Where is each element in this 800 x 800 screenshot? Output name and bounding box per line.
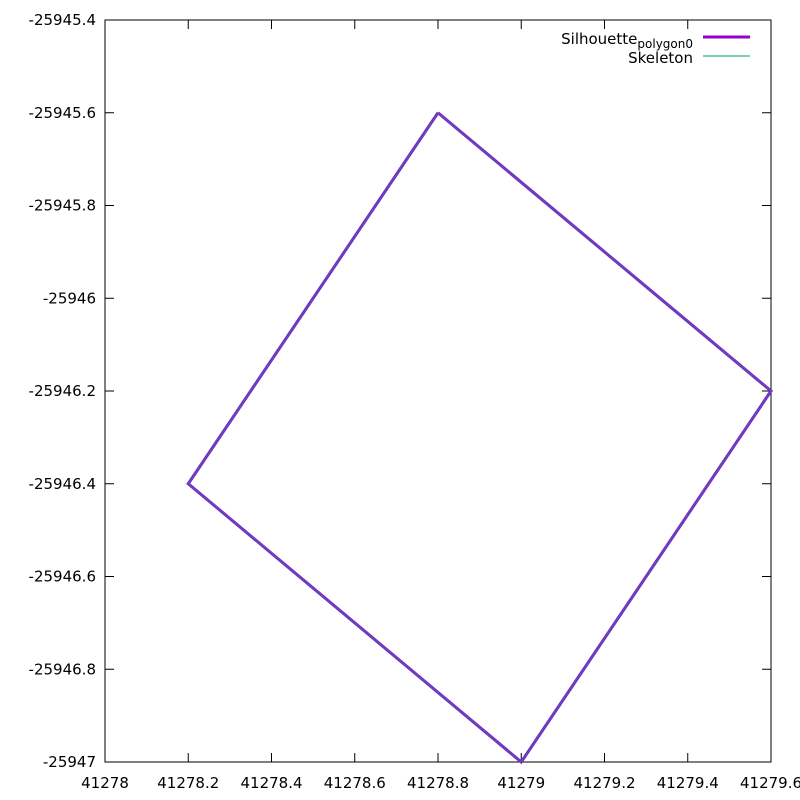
x-tick-label: 41278 [81,774,129,792]
y-tick-label: -25945.6 [29,104,96,122]
legend-label-skeleton: Skeleton [628,49,693,67]
legend-subscript-silhouette: polygon0 [637,37,693,51]
x-tick-label: 41279.4 [657,774,719,792]
series-layer [186,111,773,765]
y-tick-label: -25945.8 [29,197,96,215]
x-tick-label: 41278.8 [407,774,469,792]
x-axis: 41278 41278.2 41278.4 41278.6 41278.8 41279 41… [81,20,800,792]
y-tick-label: -25946.2 [29,382,96,400]
x-tick-label: 41279.2 [573,774,635,792]
x-tick-label: 41279 [497,774,545,792]
x-tick-label: 41278.2 [157,774,219,792]
plot-frame [104,19,772,763]
y-tick-label: -25946.6 [29,568,96,586]
y-axis: -25945.4 -25945.6 -25945.8 -25946 -25946.2 -2… [29,11,771,771]
y-tick-label: -25947 [43,753,96,771]
y-tick-label: -25946 [43,289,96,307]
y-tick-label: -25946.4 [29,475,96,493]
y-tick-label: -25946.8 [29,660,96,678]
x-tick-label: 41279.6 [740,774,800,792]
x-tick-label: 41278.6 [324,774,386,792]
legend-name-silhouette: Silhouette [561,30,637,48]
x-tick-label: 41278.4 [240,774,302,792]
legend-label-silhouette: Silhouettepolygon0 [561,30,693,51]
series-line-overlay [186,111,773,764]
legend: Silhouettepolygon0 Skeleton [561,30,750,67]
y-tick-label: -25945.4 [29,11,96,29]
